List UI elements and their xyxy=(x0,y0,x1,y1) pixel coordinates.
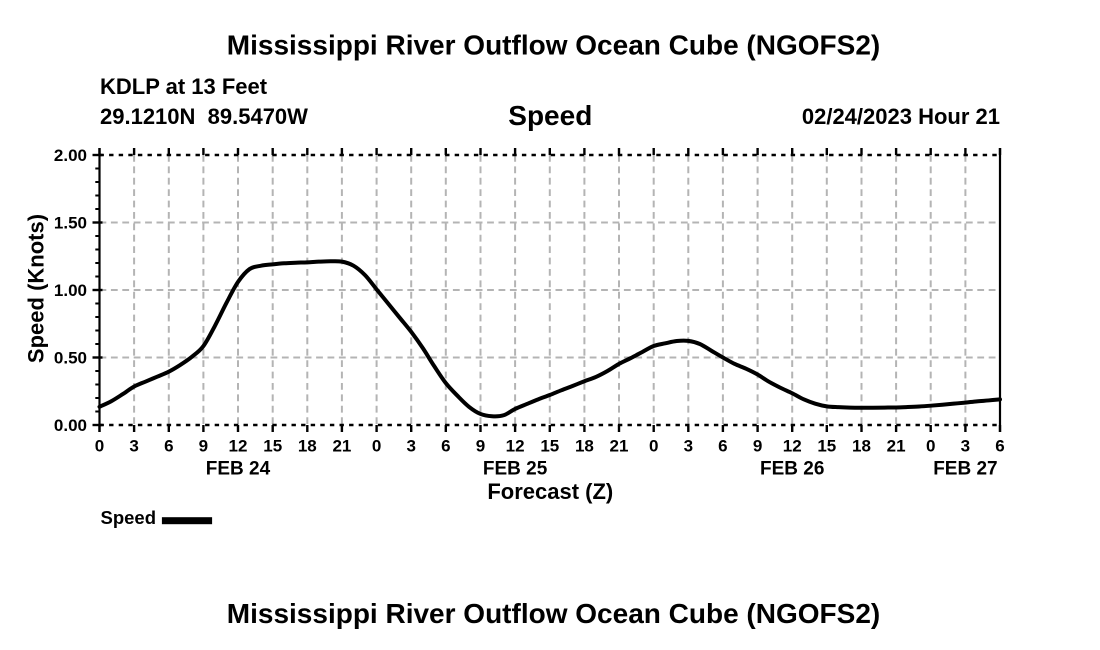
svg-text:12: 12 xyxy=(506,437,525,456)
svg-text:2.00: 2.00 xyxy=(54,146,87,165)
svg-text:6: 6 xyxy=(441,437,450,456)
svg-text:9: 9 xyxy=(199,437,208,456)
svg-text:12: 12 xyxy=(229,437,248,456)
svg-text:21: 21 xyxy=(610,437,629,456)
svg-text:FEB 26: FEB 26 xyxy=(760,459,824,480)
svg-text:9: 9 xyxy=(753,437,762,456)
svg-text:Speed: Speed xyxy=(508,100,592,131)
svg-text:21: 21 xyxy=(887,437,906,456)
svg-text:KDLP at 13 Feet: KDLP at 13 Feet xyxy=(100,74,268,99)
svg-text:1.00: 1.00 xyxy=(54,281,87,300)
svg-text:3: 3 xyxy=(961,437,970,456)
svg-text:29.1210N 89.5470W: 29.1210N 89.5470W xyxy=(100,104,308,129)
svg-text:0: 0 xyxy=(926,437,935,456)
svg-text:18: 18 xyxy=(852,437,871,456)
svg-text:3: 3 xyxy=(406,437,415,456)
svg-text:3: 3 xyxy=(684,437,693,456)
svg-text:1.50: 1.50 xyxy=(54,214,87,233)
svg-text:FEB 27: FEB 27 xyxy=(933,459,997,480)
svg-text:Mississippi River Outflow Ocea: Mississippi River Outflow Ocean Cube (NG… xyxy=(227,598,880,629)
svg-text:Mississippi River Outflow Ocea: Mississippi River Outflow Ocean Cube (NG… xyxy=(227,30,880,61)
svg-text:18: 18 xyxy=(575,437,594,456)
svg-text:6: 6 xyxy=(164,437,173,456)
svg-text:15: 15 xyxy=(540,437,559,456)
svg-text:12: 12 xyxy=(783,437,802,456)
svg-text:6: 6 xyxy=(995,437,1004,456)
svg-text:21: 21 xyxy=(332,437,351,456)
svg-text:0.50: 0.50 xyxy=(54,349,87,368)
svg-text:Forecast (Z): Forecast (Z) xyxy=(487,479,613,504)
svg-text:Speed: Speed xyxy=(101,507,157,528)
svg-text:Speed (Knots): Speed (Knots) xyxy=(24,214,49,363)
svg-text:0: 0 xyxy=(372,437,381,456)
svg-text:15: 15 xyxy=(263,437,282,456)
svg-text:0.00: 0.00 xyxy=(54,416,87,435)
svg-text:6: 6 xyxy=(718,437,727,456)
svg-text:9: 9 xyxy=(476,437,485,456)
svg-text:0: 0 xyxy=(95,437,104,456)
svg-text:0: 0 xyxy=(649,437,658,456)
svg-text:02/24/2023 Hour 21: 02/24/2023 Hour 21 xyxy=(802,104,1000,129)
svg-text:FEB 25: FEB 25 xyxy=(483,459,548,480)
svg-text:18: 18 xyxy=(298,437,317,456)
svg-text:15: 15 xyxy=(817,437,836,456)
svg-text:FEB 24: FEB 24 xyxy=(206,459,271,480)
svg-text:3: 3 xyxy=(129,437,138,456)
